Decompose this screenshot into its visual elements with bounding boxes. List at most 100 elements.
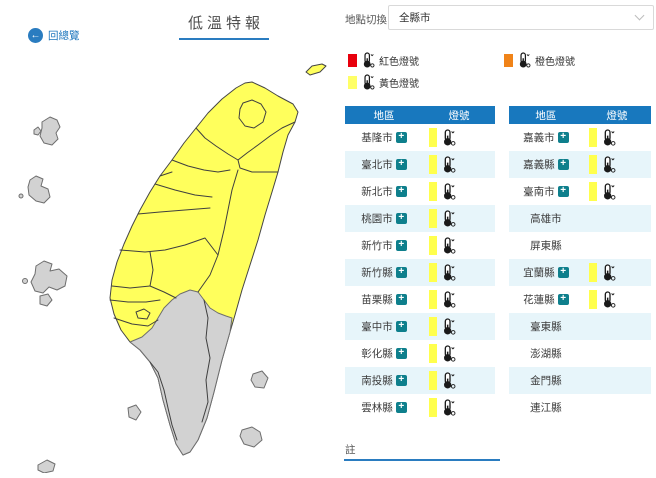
legend-color-swatch bbox=[348, 53, 357, 67]
county-border-taichung-south bbox=[119, 237, 219, 256]
region-label: 花蓮縣 bbox=[523, 294, 555, 306]
expand-plus-icon[interactable]: + bbox=[395, 159, 407, 170]
region-cell[interactable]: 臺南市 + bbox=[509, 184, 583, 199]
county-border-chiayi-tainan bbox=[113, 317, 159, 327]
yellow-signal-bar bbox=[429, 344, 437, 363]
table-row: 宜蘭縣 + bbox=[509, 259, 651, 286]
region-cell[interactable]: 新北市 + bbox=[345, 184, 423, 199]
table-row: 南投縣 + bbox=[345, 367, 495, 394]
expand-plus-icon[interactable]: + bbox=[395, 348, 407, 359]
region-label: 新竹市 bbox=[361, 240, 393, 252]
table-row: 花蓮縣 + bbox=[509, 286, 651, 313]
expand-plus-icon[interactable]: + bbox=[395, 402, 407, 413]
thermometer-icon bbox=[441, 291, 456, 308]
region-label: 基隆市 bbox=[361, 132, 393, 144]
expand-plus-icon[interactable]: + bbox=[557, 186, 569, 197]
table-row: 臺北市 + bbox=[345, 151, 495, 178]
expand-plus-icon[interactable]: + bbox=[557, 267, 569, 278]
county-border-taipei-enclave bbox=[238, 99, 267, 129]
region-cell[interactable]: 新竹市 + bbox=[345, 238, 423, 253]
signal-cell bbox=[583, 263, 651, 282]
legend-color-swatch bbox=[348, 75, 357, 89]
expand-plus-icon[interactable]: + bbox=[557, 294, 569, 305]
yellow-signal-bar bbox=[588, 155, 597, 174]
note-label: 註 bbox=[345, 444, 356, 456]
expand-plus-icon[interactable]: + bbox=[395, 375, 407, 386]
tab-low-temperature[interactable]: 低溫特報 bbox=[178, 12, 269, 40]
taiwan-warning-map[interactable] bbox=[0, 50, 336, 474]
table-row: 臺南市 + bbox=[509, 178, 651, 205]
yellow-signal-bar bbox=[588, 128, 597, 147]
signal-cell bbox=[423, 128, 495, 147]
expand-plus-icon[interactable]: + bbox=[395, 213, 407, 224]
region-cell: 連江縣 bbox=[509, 400, 583, 415]
back-to-overview-button[interactable]: ← 回總覽 bbox=[28, 28, 80, 43]
region-cell[interactable]: 臺北市 + bbox=[345, 157, 423, 172]
expand-plus-icon[interactable]: + bbox=[395, 267, 407, 278]
signal-cell bbox=[583, 128, 651, 147]
thermometer-icon bbox=[601, 264, 616, 281]
region-label: 臺南市 bbox=[523, 186, 555, 198]
legend-color-swatch bbox=[504, 53, 513, 67]
yellow-signal-bar bbox=[429, 155, 437, 174]
location-dropdown[interactable]: 全縣市 bbox=[388, 5, 654, 30]
thermometer-icon bbox=[441, 237, 456, 254]
expand-plus-icon[interactable]: + bbox=[395, 294, 407, 305]
legend-label: 紅色燈號 bbox=[379, 56, 419, 68]
county-border-hsinchucity bbox=[159, 171, 173, 177]
table-row: 嘉義縣 + bbox=[509, 151, 651, 178]
column-header-region: 地區 bbox=[535, 109, 557, 122]
region-cell[interactable]: 南投縣 + bbox=[345, 373, 423, 388]
note-underline bbox=[344, 459, 500, 461]
expand-plus-icon[interactable]: + bbox=[395, 240, 407, 251]
signal-legend: 紅色燈號 橙色燈號 黃色燈號 bbox=[348, 49, 654, 93]
expand-plus-icon[interactable]: + bbox=[395, 186, 407, 197]
region-cell: 澎湖縣 bbox=[509, 346, 583, 361]
location-switch-label: 地點切換 bbox=[345, 14, 387, 26]
yellow-signal-bar bbox=[429, 317, 437, 336]
region-cell[interactable]: 彰化縣 + bbox=[345, 346, 423, 361]
region-cell[interactable]: 桃園市 + bbox=[345, 211, 423, 226]
signal-cell bbox=[423, 155, 495, 174]
signal-cell bbox=[423, 398, 495, 417]
signal-cell bbox=[583, 290, 651, 309]
region-cell[interactable]: 嘉義市 + bbox=[509, 130, 583, 145]
region-cell[interactable]: 雲林縣 + bbox=[345, 400, 423, 415]
thermometer-icon bbox=[361, 74, 375, 90]
region-label: 屏東縣 bbox=[530, 240, 562, 252]
county-border-changhua-nantou bbox=[149, 251, 154, 287]
county-border-miaoli-taichung bbox=[137, 207, 211, 215]
region-label: 連江縣 bbox=[530, 402, 562, 414]
expand-plus-icon[interactable]: + bbox=[395, 321, 407, 332]
signal-cell bbox=[423, 317, 495, 336]
table-row: 苗栗縣 + bbox=[345, 286, 495, 313]
table-row: 臺東縣 bbox=[509, 313, 651, 340]
table-row: 新竹縣 + bbox=[345, 259, 495, 286]
table-row: 連江縣 bbox=[509, 394, 651, 421]
table-row: 桃園市 + bbox=[345, 205, 495, 232]
thermometer-icon bbox=[441, 264, 456, 281]
expand-plus-icon[interactable]: + bbox=[395, 132, 407, 143]
expand-plus-icon[interactable]: + bbox=[557, 132, 569, 143]
region-cell: 臺東縣 bbox=[509, 319, 583, 334]
table-header: 地區 燈號 bbox=[509, 106, 651, 124]
region-cell: 金門縣 bbox=[509, 373, 583, 388]
yellow-signal-bar bbox=[429, 263, 437, 282]
region-cell[interactable]: 基隆市 + bbox=[345, 130, 423, 145]
region-cell[interactable]: 新竹縣 + bbox=[345, 265, 423, 280]
location-dropdown-value: 全縣市 bbox=[399, 12, 431, 24]
chevron-down-icon bbox=[634, 10, 645, 21]
region-cell[interactable]: 苗栗縣 + bbox=[345, 292, 423, 307]
county-border-nantou-chiayi bbox=[149, 285, 177, 299]
yellow-signal-bar bbox=[429, 182, 437, 201]
region-label: 南投縣 bbox=[361, 375, 393, 387]
region-cell[interactable]: 花蓮縣 + bbox=[509, 292, 583, 307]
region-cell[interactable]: 嘉義縣 + bbox=[509, 157, 583, 172]
region-cell[interactable]: 臺中市 + bbox=[345, 319, 423, 334]
region-label: 新北市 bbox=[361, 186, 393, 198]
map-island-yellow-islet bbox=[305, 63, 327, 76]
county-border-chiayicity-enclave bbox=[135, 308, 151, 320]
expand-plus-icon[interactable]: + bbox=[557, 159, 569, 170]
region-cell[interactable]: 宜蘭縣 + bbox=[509, 265, 583, 280]
yellow-signal-bar bbox=[588, 263, 597, 282]
